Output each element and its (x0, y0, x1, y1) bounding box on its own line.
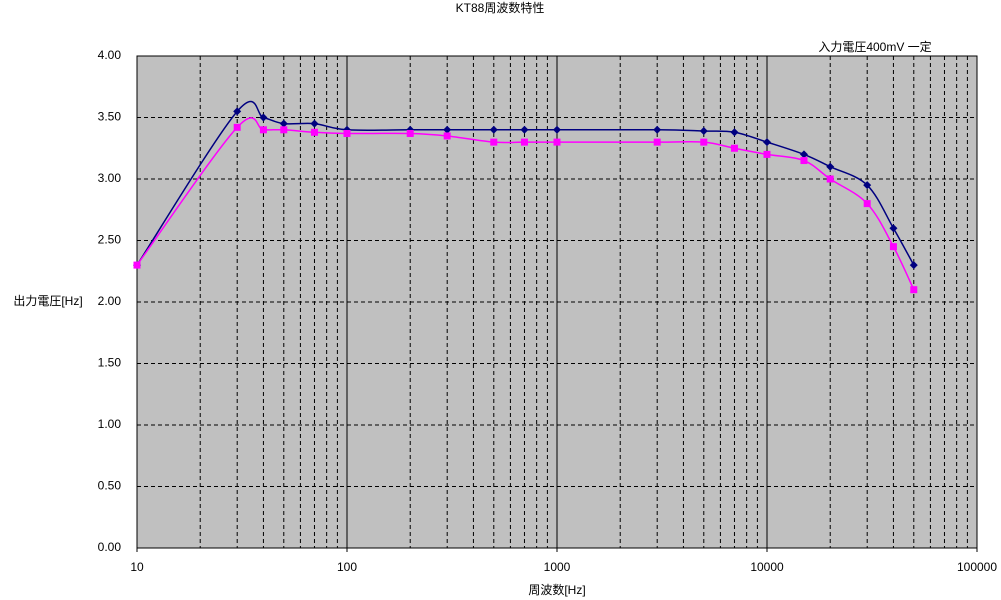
point (863, 181, 872, 190)
point (910, 286, 918, 294)
point (730, 128, 739, 137)
point (233, 107, 242, 116)
y-tick-label: 0.00 (98, 540, 122, 554)
point (889, 224, 898, 233)
point (343, 129, 351, 137)
point (863, 200, 871, 208)
point (489, 125, 498, 134)
y-tick-label: 4.00 (98, 48, 122, 62)
y-tick-label: 1.00 (98, 417, 122, 431)
chart-title: KT88周波数特性 (456, 0, 545, 15)
point (133, 261, 141, 269)
x-tick-label: 100 (337, 560, 357, 574)
point (826, 162, 835, 171)
point (520, 125, 529, 134)
point (310, 128, 318, 136)
point (889, 243, 897, 251)
series-line (136, 117, 915, 291)
point (259, 126, 267, 134)
y-tick-label: 3.50 (98, 110, 122, 124)
point (800, 157, 808, 165)
point (653, 125, 662, 134)
y-tick-label: 2.50 (98, 233, 122, 247)
y-tick-label: 3.00 (98, 171, 122, 185)
series-line (136, 100, 915, 266)
point (553, 125, 561, 134)
x-tick-label: 1000 (544, 560, 571, 574)
point (763, 138, 771, 147)
point (280, 126, 288, 134)
point (520, 138, 528, 146)
point (233, 123, 241, 131)
point (259, 113, 268, 122)
x-tick-label: 10 (130, 560, 144, 574)
annotation: 入力電圧400mV 一定 (818, 39, 931, 54)
x-tick-label: 10000 (750, 560, 784, 574)
point (443, 125, 452, 134)
point (443, 132, 451, 140)
point (700, 138, 708, 146)
point (763, 150, 771, 158)
y-axis-label: 出力電圧[Hz] (13, 294, 82, 308)
point (826, 175, 834, 183)
plot-border (136, 55, 978, 549)
point (406, 129, 414, 137)
y-tick-label: 0.50 (98, 479, 122, 493)
point (699, 127, 708, 136)
x-axis-label: 周波数[Hz] (528, 582, 585, 597)
y-tick-label: 1.50 (98, 356, 122, 370)
y-tick-label: 2.00 (98, 294, 122, 308)
x-tick-label: 100000 (957, 560, 997, 574)
point (279, 119, 288, 128)
point (310, 119, 319, 128)
point (490, 138, 498, 146)
point (553, 138, 561, 146)
point (909, 261, 918, 270)
point (653, 138, 661, 146)
point (730, 144, 738, 152)
point (799, 150, 808, 159)
